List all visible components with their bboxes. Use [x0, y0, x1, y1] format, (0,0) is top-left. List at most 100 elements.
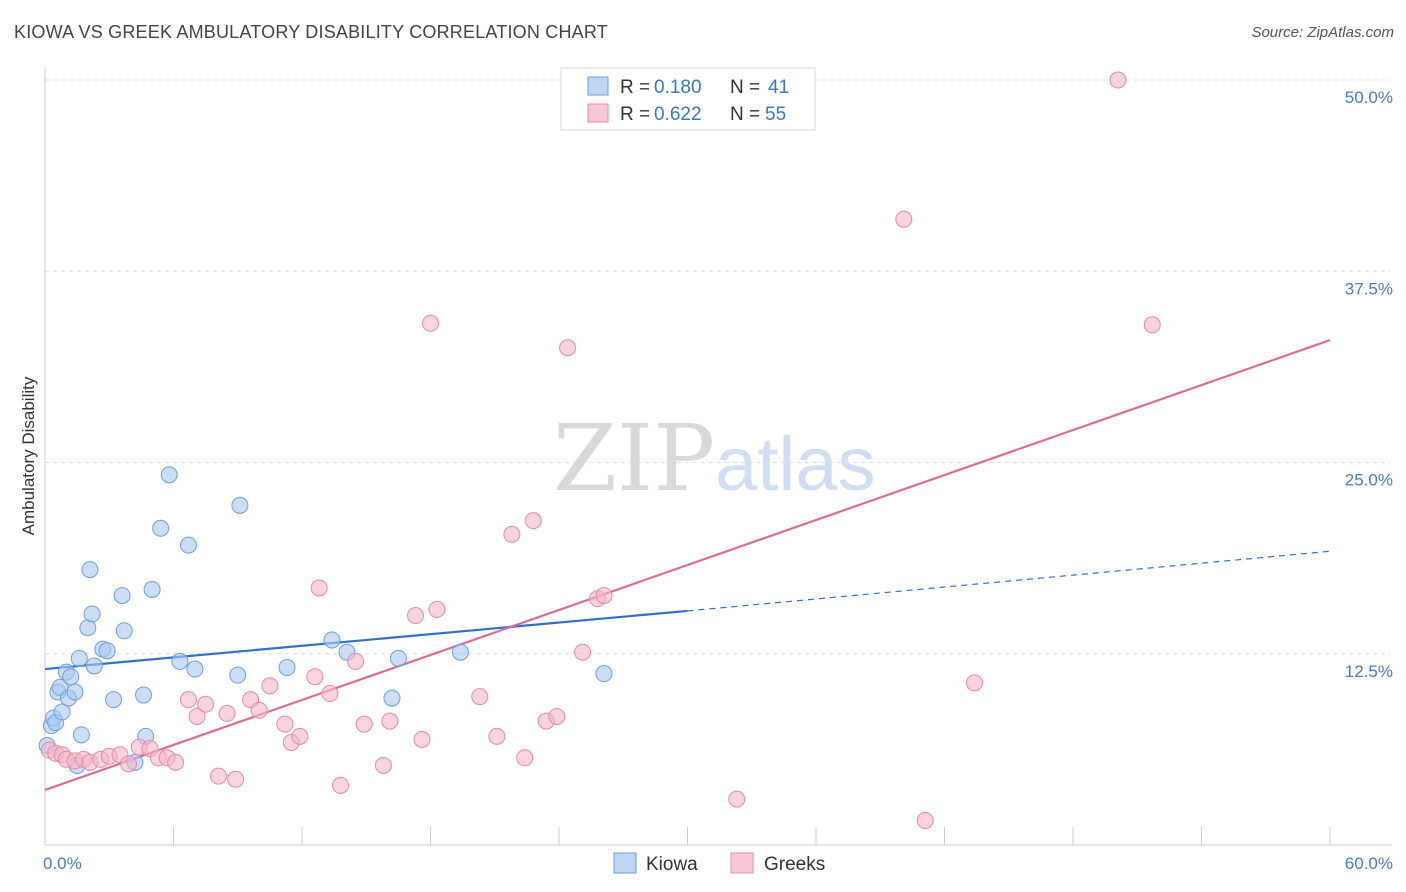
y-tick-label-2: 37.5% — [1345, 279, 1393, 298]
point-kiowa-40 — [595, 665, 613, 683]
point-greeks-55 — [1109, 71, 1127, 89]
legend-r-label-greeks: R = — [620, 104, 650, 125]
point-kiowa-24 — [135, 686, 153, 704]
point-kiowa-32 — [229, 666, 247, 684]
point-kiowa-6 — [53, 703, 71, 721]
point-kiowa-20 — [105, 691, 123, 709]
point-kiowa-34 — [278, 659, 296, 677]
point-greeks-54 — [965, 674, 983, 692]
point-kiowa-39 — [451, 643, 469, 661]
point-greeks-40 — [471, 688, 489, 706]
point-kiowa-21 — [113, 587, 131, 605]
point-greeks-21 — [227, 770, 245, 788]
point-greeks-25 — [276, 715, 294, 733]
point-greeks-19 — [209, 767, 227, 785]
point-kiowa-31 — [186, 660, 204, 678]
point-kiowa-17 — [85, 657, 103, 675]
watermark-atlas: atlas — [715, 422, 876, 507]
point-greeks-51 — [728, 790, 746, 808]
point-greeks-44 — [524, 512, 542, 530]
x-tick-labels: 0.0% 60.0% — [43, 854, 1393, 873]
point-greeks-18 — [197, 695, 215, 713]
point-kiowa-15 — [81, 561, 99, 579]
data-points — [38, 71, 1161, 830]
point-kiowa-27 — [152, 519, 170, 537]
point-kiowa-26 — [143, 580, 161, 598]
point-greeks-56 — [1143, 316, 1161, 334]
y-tick-label-0: 12.5% — [1345, 662, 1393, 681]
legend-n-label-kiowa: N = — [730, 77, 760, 98]
point-greeks-37 — [413, 730, 431, 748]
point-greeks-15 — [167, 753, 185, 771]
y-tick-label-3: 50.0% — [1345, 88, 1393, 107]
chart-title: KIOWA VS GREEK AMBULATORY DISABILITY COR… — [14, 22, 608, 42]
legend-r-value-greeks: 0.622 — [654, 104, 702, 125]
point-kiowa-38 — [389, 649, 407, 667]
legend-bottom-swatch-kiowa — [613, 852, 637, 874]
source-credit: Source: ZipAtlas.com — [1251, 24, 1394, 41]
point-kiowa-10 — [66, 683, 84, 701]
point-greeks-46 — [548, 707, 566, 725]
point-greeks-38 — [428, 600, 446, 618]
point-greeks-52 — [895, 210, 913, 228]
point-greeks-24 — [261, 677, 279, 695]
point-kiowa-37 — [383, 689, 401, 707]
point-greeks-41 — [488, 727, 506, 745]
legend-r-label-kiowa: R = — [620, 77, 650, 98]
point-greeks-27 — [291, 727, 309, 745]
legend-top: R = 0.180 N = 41 R = 0.622 N = 55 — [560, 67, 816, 131]
axes — [44, 68, 1392, 846]
point-greeks-29 — [310, 579, 328, 597]
point-greeks-20 — [218, 704, 236, 722]
legend-bottom-label-kiowa: Kiowa — [646, 854, 698, 875]
point-kiowa-35 — [323, 631, 341, 649]
point-greeks-32 — [347, 652, 365, 670]
legend-bottom-label-greeks: Greeks — [764, 854, 825, 875]
point-kiowa-16 — [83, 605, 101, 623]
legend-bottom: Kiowa Greeks — [613, 852, 825, 875]
point-kiowa-28 — [160, 466, 178, 484]
point-greeks-36 — [407, 607, 425, 624]
point-kiowa-19 — [98, 642, 116, 660]
point-greeks-42 — [503, 525, 521, 543]
point-greeks-17 — [188, 707, 206, 725]
legend-bottom-swatch-greeks — [730, 852, 754, 874]
legend-swatch-kiowa — [587, 76, 609, 96]
point-greeks-47 — [559, 339, 577, 357]
point-greeks-28 — [306, 668, 324, 686]
point-greeks-10 — [120, 755, 138, 773]
trend-line-extension-kiowa — [687, 550, 1331, 612]
y-tick-labels: 12.5% 25.0% 37.5% 50.0% — [1345, 88, 1393, 681]
point-greeks-39 — [422, 314, 439, 332]
point-greeks-33 — [355, 715, 373, 733]
point-kiowa-33 — [231, 496, 249, 514]
legend-swatch-greeks — [587, 103, 609, 123]
point-greeks-43 — [516, 749, 534, 767]
point-kiowa-9 — [62, 668, 80, 686]
y-tick-label-1: 25.0% — [1345, 471, 1393, 490]
point-greeks-53 — [916, 812, 934, 830]
point-kiowa-30 — [179, 536, 197, 554]
point-kiowa-13 — [72, 726, 90, 744]
point-greeks-35 — [381, 712, 399, 730]
grid-lines — [45, 79, 1390, 655]
point-greeks-34 — [374, 756, 392, 774]
y-axis-label: Ambulatory Disability — [19, 376, 38, 535]
x-tick-label-0: 0.0% — [43, 854, 82, 873]
legend-n-value-kiowa: 41 — [768, 77, 789, 98]
point-greeks-48 — [574, 643, 592, 661]
watermark: ZIP atlas — [553, 405, 876, 512]
point-kiowa-29 — [171, 652, 189, 670]
watermark-zip: ZIP — [553, 405, 715, 512]
point-greeks-31 — [332, 776, 350, 794]
legend-r-value-kiowa: 0.180 — [654, 77, 702, 98]
legend-n-label-greeks: N = — [730, 104, 760, 125]
point-greeks-16 — [179, 691, 197, 709]
point-greeks-23 — [250, 701, 268, 719]
point-kiowa-22 — [115, 622, 133, 640]
legend-n-value-greeks: 55 — [765, 104, 786, 125]
trend-line-kiowa — [44, 609, 688, 671]
point-kiowa-12 — [70, 649, 88, 667]
point-greeks-50 — [595, 587, 613, 605]
